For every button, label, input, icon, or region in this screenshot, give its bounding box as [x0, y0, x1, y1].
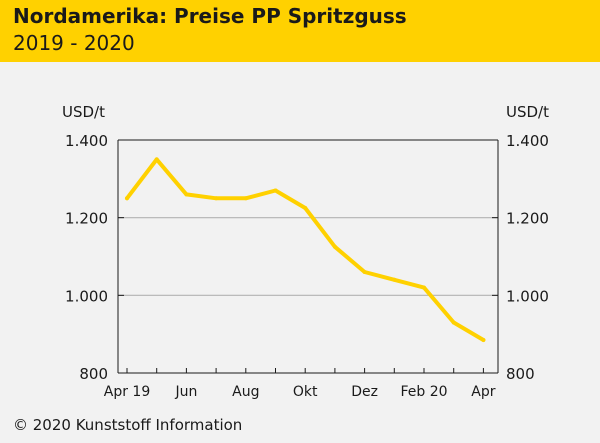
x-tick-label: Apr 19: [104, 384, 150, 400]
x-tick-label: Feb 20: [400, 384, 447, 400]
axes: [117, 139, 499, 374]
data-point: [273, 188, 278, 193]
data-point: [243, 196, 248, 201]
y-tick-label-right: 1.400: [506, 132, 549, 150]
y-tick-label-left: 1.000: [65, 287, 108, 305]
y-tick-label-right: 1.000: [506, 287, 549, 305]
header-bar: Nordamerika: Preise PP Spritzguss 2019 -…: [0, 0, 600, 62]
tick-marks: [118, 139, 498, 374]
x-tick-label: Apr: [471, 384, 495, 400]
tick-labels: 800 800 1.000 1.000 1.200 1.200 1.400 1.400 USD/…: [62, 103, 549, 400]
y-tick-label-left: 1.400: [65, 132, 108, 150]
y-axis-label-left: USD/t: [62, 103, 105, 121]
copyright-note: © 2020 Kunststoff Information: [13, 416, 243, 434]
x-tick-label: Dez: [351, 384, 378, 400]
data-point: [303, 205, 308, 210]
series-lines: [125, 157, 486, 342]
y-axis-label-right: USD/t: [506, 103, 549, 121]
price-line-chart: 800 800 1.000 1.000 1.200 1.200 1.400 1.400 USD/…: [62, 103, 549, 400]
data-point: [422, 285, 426, 290]
data-point: [154, 157, 159, 162]
data-point: [184, 192, 189, 197]
data-point: [332, 244, 337, 249]
data-point: [392, 277, 397, 282]
y-tick-label-left: 800: [79, 365, 108, 383]
x-tick-label: Aug: [232, 384, 259, 400]
data-point: [481, 337, 486, 342]
data-point: [214, 196, 219, 201]
data-point: [451, 320, 456, 325]
gridlines: [118, 217, 498, 296]
x-tick-label: Okt: [293, 384, 318, 400]
price-series-line: [125, 157, 486, 342]
data-point: [362, 270, 367, 275]
y-tick-label-right: 800: [506, 365, 535, 383]
chart-subtitle: 2019 - 2020: [13, 31, 135, 55]
chart-title: Nordamerika: Preise PP Spritzguss: [13, 4, 407, 28]
x-tick-label: Jun: [174, 384, 197, 400]
y-tick-label-left: 1.200: [65, 210, 108, 228]
y-tick-label-right: 1.200: [506, 210, 549, 228]
data-point: [125, 196, 129, 201]
